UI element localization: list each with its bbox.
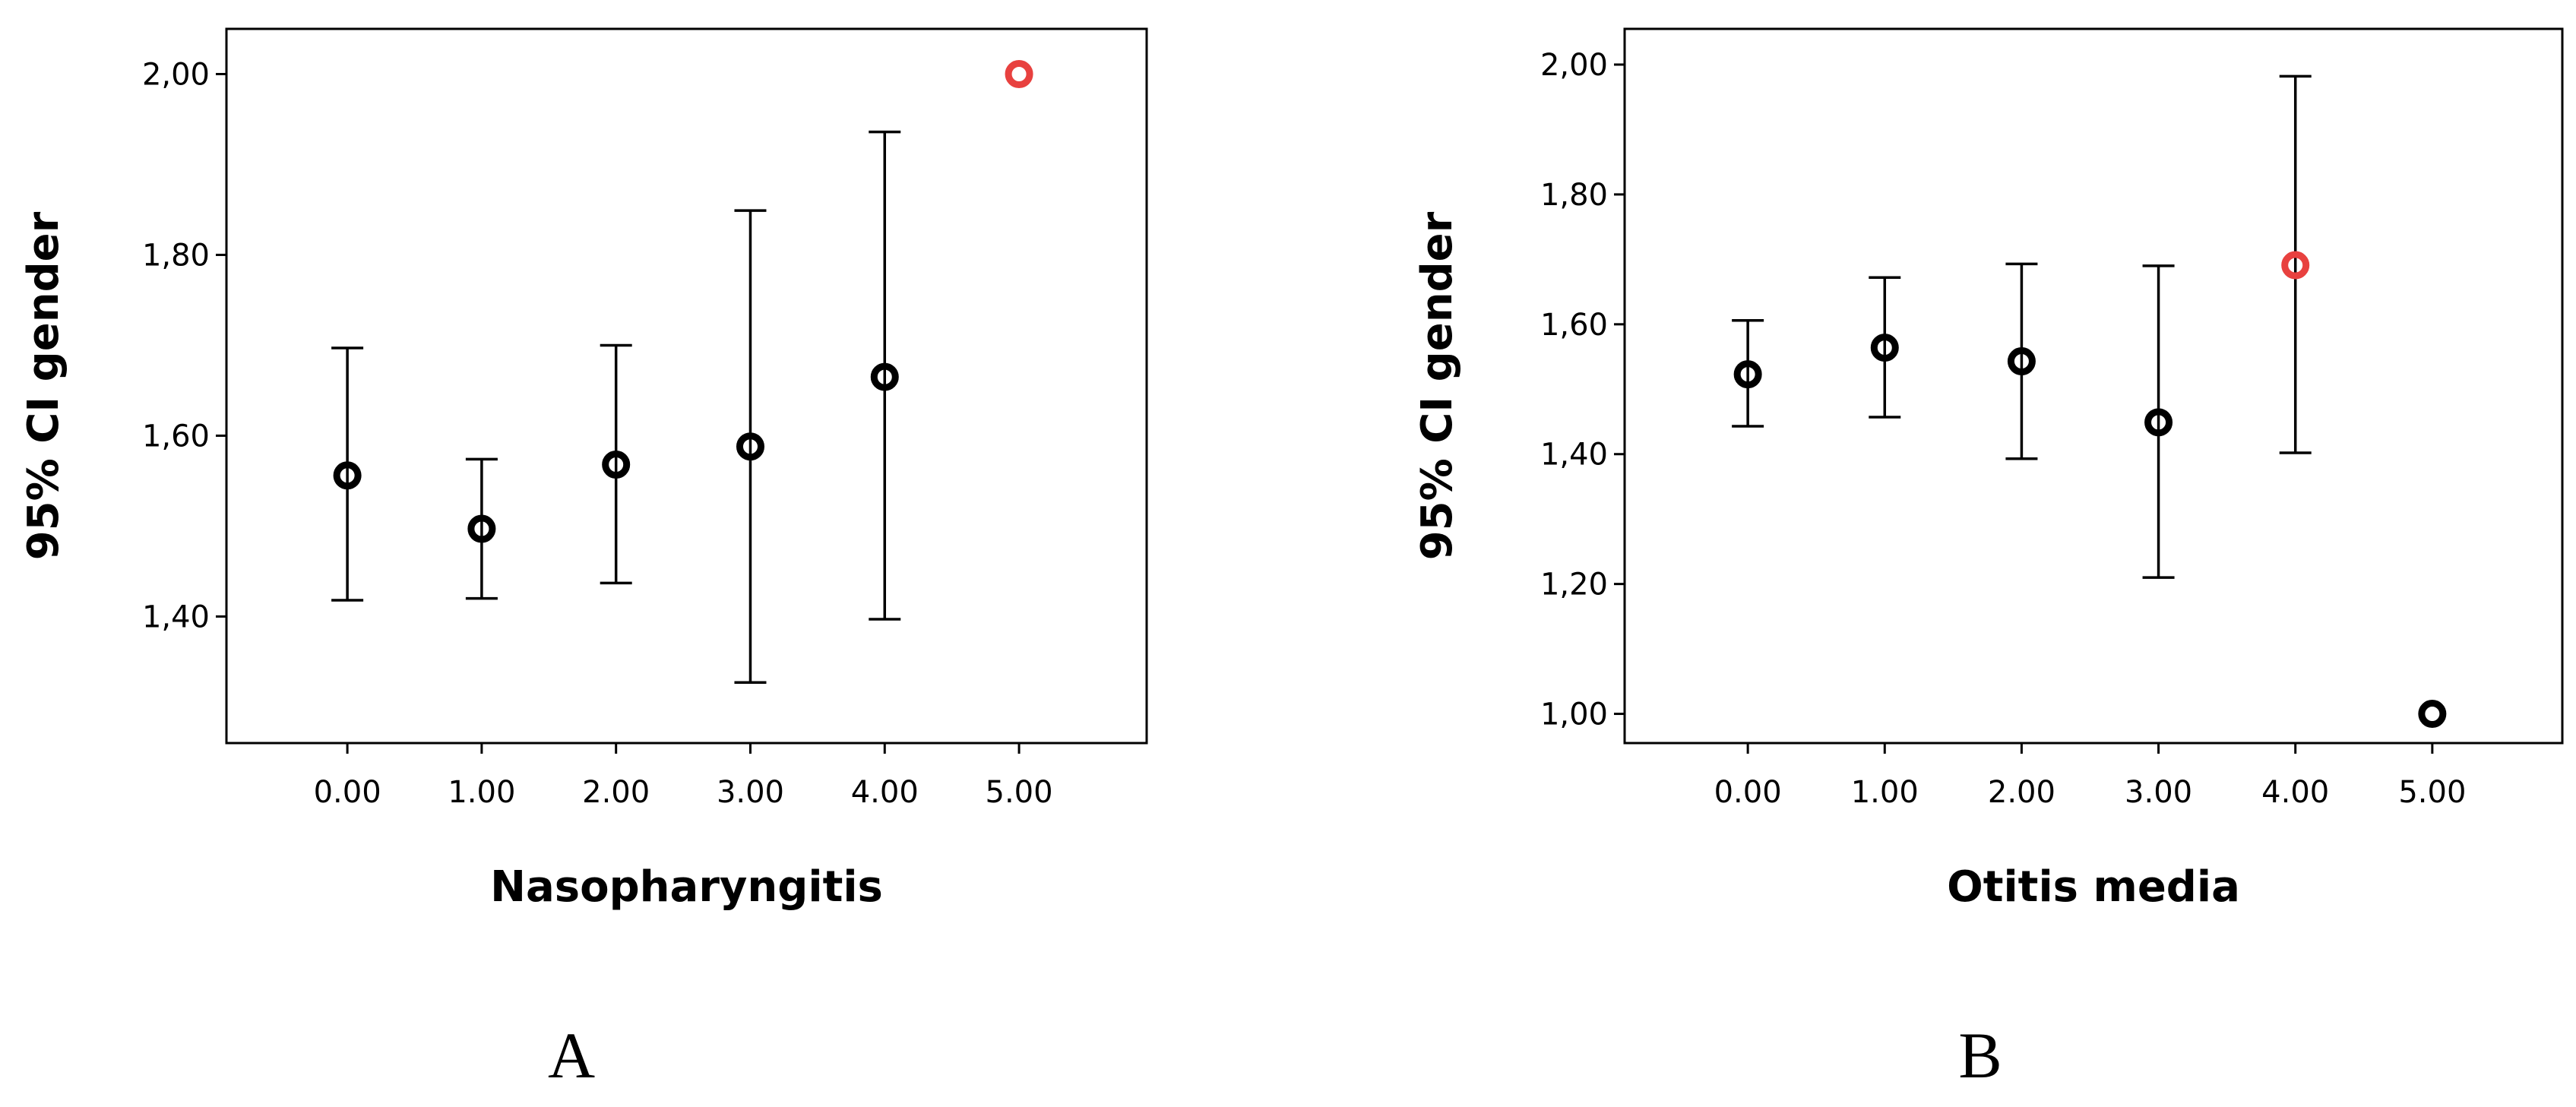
x-tick-label: 4.00	[2261, 775, 2329, 810]
y-tick-label: 2,00	[1540, 48, 1608, 83]
x-tick-label: 5.00	[2398, 775, 2466, 810]
x-tick-label: 2.00	[582, 775, 650, 810]
chart-panel-b: 1,00 1,20 1,40 1,60 1,80 2,00 0.00 1.00 2.00 3.00…	[1413, 27, 2564, 1092]
mean-point	[2144, 408, 2173, 437]
y-tick-label: 2,00	[142, 57, 210, 92]
x-tick-label: 0.00	[1714, 775, 1782, 810]
panel-label: B	[1958, 1019, 2002, 1092]
x-axis-title: Nasopharyngitis	[490, 862, 883, 912]
y-axis-title: 95% CI gender	[1413, 211, 1462, 560]
mean-point	[1870, 334, 1899, 362]
y-tick-label: 1,60	[1540, 308, 1608, 343]
mean-point	[467, 514, 496, 543]
y-tick-label: 1,40	[142, 599, 210, 634]
y-tick-label: 1,80	[142, 238, 210, 273]
mean-point	[2007, 347, 2036, 376]
panel-label: A	[548, 1019, 595, 1092]
chart-panel-a: 1,40 1,60 1,80 2,00 0.00 1.00 2.00 3.00 4.00 5.00…	[19, 27, 1148, 1092]
mean-point	[1733, 360, 1762, 389]
plot-frame	[1623, 27, 2564, 745]
mean-point	[602, 451, 631, 479]
x-tick-label: 0.00	[314, 775, 381, 810]
plot-frame	[225, 27, 1148, 745]
y-tick-label: 1,00	[1540, 697, 1608, 732]
y-tick-label: 1,40	[1540, 438, 1608, 473]
y-tick-label: 1,20	[1540, 568, 1608, 603]
x-tick-label: 3.00	[2125, 775, 2192, 810]
x-tick-label: 1.00	[1851, 775, 1919, 810]
mean-point	[2281, 251, 2310, 280]
mean-point	[1005, 59, 1033, 88]
x-tick-label: 5.00	[986, 775, 1053, 810]
mean-point	[333, 461, 362, 490]
mean-point	[2418, 700, 2447, 729]
x-tick-label: 1.00	[448, 775, 515, 810]
y-axis-title: 95% CI gender	[19, 211, 68, 560]
y-tick-label: 1,60	[142, 419, 210, 454]
x-tick-label: 4.00	[851, 775, 919, 810]
mean-point	[736, 432, 764, 461]
x-tick-label: 2.00	[1988, 775, 2055, 810]
x-axis-title: Otitis media	[1947, 862, 2240, 912]
x-tick-label: 3.00	[717, 775, 784, 810]
y-tick-label: 1,80	[1540, 178, 1608, 213]
mean-point	[870, 362, 899, 391]
